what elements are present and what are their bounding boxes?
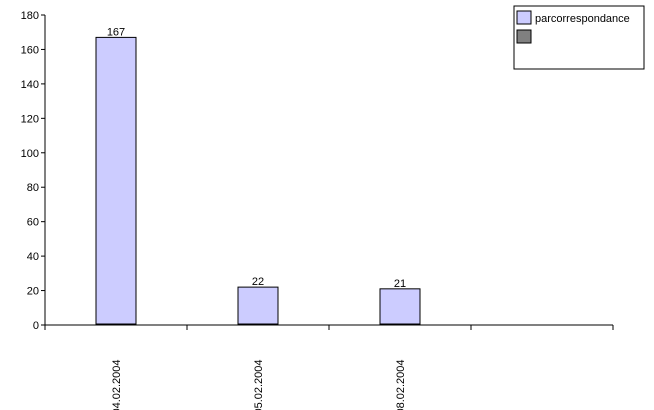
legend: parcorrespondance (513, 5, 645, 70)
y-tick-label: 0 (33, 320, 39, 332)
y-tick-label: 120 (21, 113, 39, 125)
bar-series-2 (379, 323, 421, 326)
data-label: 22 (252, 276, 264, 288)
y-tick-label: 180 (21, 10, 39, 22)
legend-swatch-series-1 (516, 10, 532, 25)
x-tick-label: 04.02.2004 (111, 359, 123, 410)
y-tick-label: 80 (27, 182, 39, 194)
x-axis: 04.02.2004 05.02.2004 08.02.2004 (44, 324, 614, 410)
legend-swatch-series-2 (516, 29, 532, 44)
bar (95, 36, 137, 326)
legend-box (513, 5, 645, 70)
y-axis: 0 20 40 60 80 100 120 140 160 180 (21, 10, 46, 332)
bar (379, 288, 421, 326)
y-tick-label: 140 (21, 79, 39, 91)
y-tick-label: 20 (27, 286, 39, 298)
bar (237, 286, 279, 326)
y-tick-label: 160 (21, 44, 39, 56)
y-tick-label: 60 (27, 217, 39, 229)
data-label: 167 (107, 26, 125, 38)
bars (95, 36, 421, 326)
bar-series-2 (237, 323, 279, 326)
bar-series-2 (95, 323, 137, 326)
data-labels: 167 22 21 (107, 26, 406, 289)
y-tick-label: 100 (21, 148, 39, 160)
x-tick-label: 08.02.2004 (395, 359, 407, 410)
data-label: 21 (394, 278, 406, 290)
legend-label-series-1: parcorrespondance (535, 13, 630, 25)
y-tick-label: 40 (27, 251, 39, 263)
x-tick-label: 05.02.2004 (253, 359, 265, 410)
